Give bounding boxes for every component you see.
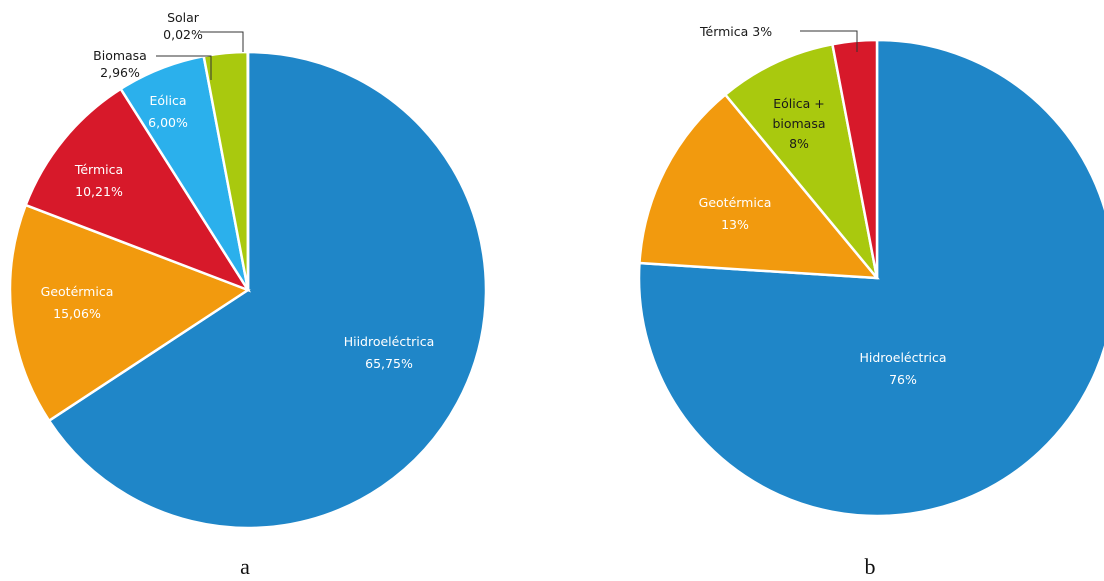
pie-b-slice-3 <box>830 38 879 279</box>
pie-b-slices <box>637 38 1104 518</box>
label-b-geo-name: Geotérmica <box>699 195 772 210</box>
pie-b-slice-2 <box>723 42 879 279</box>
label-a-hidro-name: Hiidroeléctrica <box>344 334 435 349</box>
label-a-termica-name: Térmica <box>74 162 123 177</box>
label-a-hidro-value: 65,75% <box>365 356 413 371</box>
label-a-biomasa-name: Biomasa <box>93 48 147 63</box>
label-b-termica: Térmica 3% <box>699 24 772 39</box>
pie-b-slice-1 <box>638 92 880 280</box>
pie-chart-b: Hidroeléctrica 76% Geotérmica 13% Eólica… <box>637 24 1104 579</box>
label-a-termica-value: 10,21% <box>75 184 123 199</box>
label-a-solar-name: Solar <box>167 10 200 25</box>
label-a-biomasa-value: 2,96% <box>100 65 140 80</box>
label-a-geo-name: Geotérmica <box>41 284 114 299</box>
label-b-eolbio-name-line2: biomasa <box>772 116 825 131</box>
pie-a-slice-2 <box>24 87 252 293</box>
label-a-geo-value: 15,06% <box>53 306 101 321</box>
label-b-geo-value: 13% <box>721 217 749 232</box>
pie-chart-a: Hiidroeléctrica 65,75% Geotérmica 15,06%… <box>8 10 488 579</box>
label-b-eolbio-name-line1: Eólica + <box>773 96 824 111</box>
leader-b-termica <box>800 30 858 52</box>
label-b-hidro-value: 76% <box>889 372 917 387</box>
leader-a-biomasa <box>156 55 212 80</box>
label-a-solar-value: 0,02% <box>163 27 203 42</box>
label-a-eolica-name: Eólica <box>149 93 186 108</box>
pie-a-slices <box>8 50 488 530</box>
leader-a-solar <box>200 31 244 52</box>
panel-caption-b: b <box>865 554 876 579</box>
label-a-eolica-value: 6,00% <box>148 115 188 130</box>
label-b-eolbio-value: 8% <box>789 136 809 151</box>
panel-caption-a: a <box>240 554 250 579</box>
pie-a-slice-0 <box>47 50 488 530</box>
pie-a-slice-1 <box>8 203 251 423</box>
label-b-hidro-name: Hidroeléctrica <box>859 350 946 365</box>
